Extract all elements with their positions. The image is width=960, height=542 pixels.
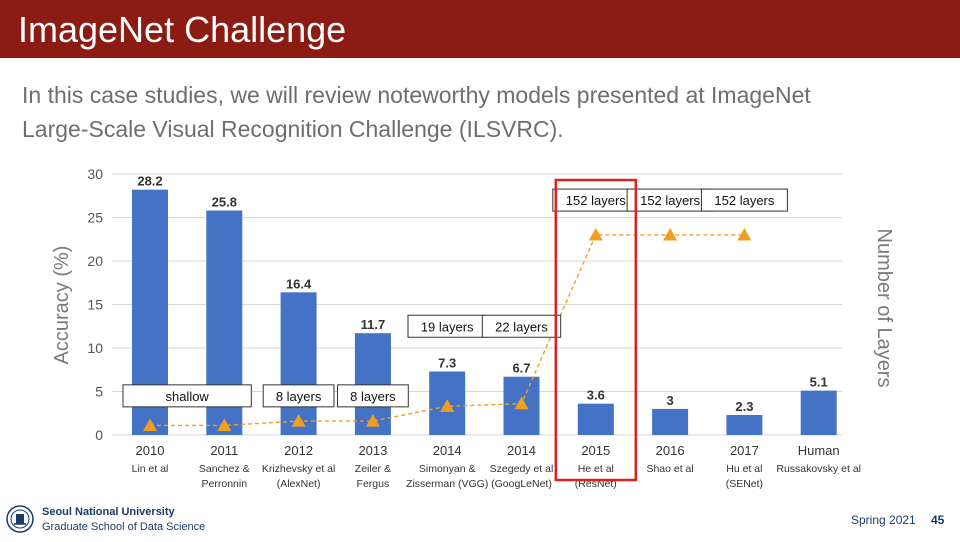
labels: 0 5 10 15 20 25 30 Accuracy (%) Number of Layers… — [51, 166, 895, 490]
x-tick-label: 2011 — [210, 443, 238, 458]
bar-value-label: 7.3 — [438, 355, 456, 370]
y-tick-label: 10 — [87, 340, 103, 356]
bar — [652, 408, 689, 435]
y-axis-title: Accuracy (%) — [51, 246, 73, 365]
slide-subtitle: In this case studies, we will review not… — [22, 78, 922, 146]
x-tick-label: 2014 — [433, 443, 462, 458]
resnet-highlight-box — [554, 178, 638, 482]
layer-label-box — [122, 384, 252, 408]
layers-marker — [440, 399, 455, 412]
x-sub-label: He et al — [578, 463, 614, 475]
x-tick-label: 2014 — [507, 443, 536, 458]
bar-value-label: 3.6 — [587, 388, 605, 403]
layer-label-box — [337, 384, 409, 408]
footer-term: Spring 2021 — [851, 513, 916, 527]
x-sub-label: Hu et al — [726, 463, 762, 475]
layer-label-box — [700, 188, 788, 212]
imagenet-chart: 0 5 10 15 20 25 30 Accuracy (%) Number of Layers… — [51, 166, 895, 490]
y-tick-label: 15 — [87, 297, 103, 313]
layers-marker — [588, 227, 603, 241]
x-sub-label: (SENet) — [726, 478, 763, 490]
layers-line — [143, 227, 752, 432]
x-tick-label: 2013 — [358, 443, 387, 458]
y-tick-label: 5 — [95, 384, 103, 400]
x-tick-label: 2010 — [136, 443, 165, 458]
bar-value-label: 11.7 — [361, 317, 386, 332]
bar-value-label: 5.1 — [810, 375, 828, 390]
layer-label: 152 layers — [640, 193, 700, 208]
bar-value-label: 6.7 — [512, 361, 530, 376]
layers-marker — [291, 414, 306, 427]
x-sub-label: Szegedy et al — [490, 463, 554, 475]
x-sub-label: Krizhevsky et al — [262, 463, 336, 475]
bar — [800, 390, 837, 435]
bar-value-label: 25.8 — [212, 195, 237, 210]
layers-marker — [365, 414, 380, 427]
layer-label: shallow — [165, 389, 209, 404]
layer-label: 22 layers — [495, 319, 548, 334]
x-sub-label: Russakovsky et al — [776, 463, 861, 475]
x-sub-label: Sanchez & — [199, 463, 250, 475]
y-tick-label: 20 — [87, 253, 103, 269]
layer-label: 8 layers — [276, 389, 322, 404]
x-sub-label: Perronnin — [202, 478, 248, 490]
layers-marker — [514, 396, 529, 410]
bar-value-label: 16.4 — [286, 276, 312, 291]
x-tick-label: 2017 — [730, 443, 759, 458]
y2-axis-title: Number of Layers — [873, 229, 895, 388]
y-tick-label: 0 — [95, 427, 103, 443]
layers-marker — [663, 227, 678, 241]
x-sub-label: Lin et al — [132, 463, 169, 475]
x-sub-label: Zeiler & — [355, 463, 391, 475]
layer-label-box — [481, 314, 562, 338]
subtitle-line-2: Large-Scale Visual Recognition Challenge… — [22, 116, 564, 142]
x-sub-label: Shao et al — [646, 463, 693, 475]
bar — [280, 292, 317, 435]
layers-marker — [217, 418, 232, 432]
footer-school: Graduate School of Data Science — [42, 521, 206, 533]
x-tick-label: Human — [798, 443, 840, 458]
university-logo-icon — [6, 505, 34, 533]
layer-label: 152 layers — [566, 193, 626, 208]
y-tick-label: 25 — [87, 210, 103, 226]
x-tick-label: 2016 — [656, 443, 685, 458]
x-sub-label: (AlexNet) — [277, 478, 321, 490]
x-tick-label: 2015 — [581, 443, 610, 458]
y-tick-label: 30 — [87, 166, 103, 182]
layer-label-box — [262, 384, 335, 408]
title-bar: ImageNet Challenge — [0, 0, 960, 58]
subtitle-line-1: In this case studies, we will review not… — [22, 82, 811, 108]
x-sub-label: Fergus — [357, 478, 390, 490]
bar-value-label: 28.2 — [137, 174, 162, 189]
x-tick-label: 2012 — [284, 443, 313, 458]
x-sub-label: Zisserman (VGG) — [406, 478, 488, 490]
page-number: 45 — [931, 513, 945, 527]
bar — [577, 403, 614, 435]
layer-label: 19 layers — [421, 319, 474, 334]
footer-university: Seoul National University — [42, 506, 175, 518]
layer-label: 152 layers — [714, 193, 774, 208]
x-sub-label: (GoogLeNet) — [491, 478, 552, 490]
slide-title: ImageNet Challenge — [18, 9, 347, 50]
layers-trend-line — [150, 234, 745, 427]
x-sub-label: Simonyan & — [419, 463, 476, 475]
bar-value-label: 2.3 — [735, 399, 753, 414]
layers-marker — [737, 227, 752, 241]
layer-label: 8 layers — [350, 389, 396, 404]
layers-marker — [143, 418, 157, 432]
bar — [726, 414, 763, 435]
bar-value-label: 3 — [666, 393, 673, 408]
